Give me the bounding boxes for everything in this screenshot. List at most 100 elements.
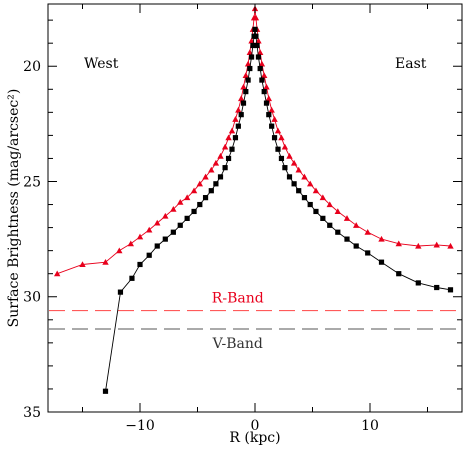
data-point (238, 95, 245, 102)
tick-labels: −10 0 10 20 25 30 35 (23, 59, 379, 434)
data-point (295, 166, 302, 173)
data-point (364, 229, 371, 235)
data-point (269, 123, 275, 129)
data-point (312, 187, 320, 194)
data-point (378, 235, 385, 242)
y-tick-label: 35 (23, 405, 41, 421)
data-point (129, 275, 135, 281)
data-point (136, 233, 144, 240)
data-point (301, 173, 308, 180)
data-point (79, 261, 86, 268)
data-point (353, 243, 359, 249)
data-point (202, 173, 209, 180)
data-point (256, 49, 264, 55)
y-axis-label: Surface Brightness (mag/arcsec²) (6, 89, 22, 328)
data-point (232, 116, 239, 122)
x-tick-label: −10 (125, 418, 155, 434)
data-point (265, 95, 272, 102)
data-point (102, 388, 109, 394)
axis-ticks (48, 4, 462, 413)
data-point (250, 42, 256, 49)
data-point (447, 287, 454, 293)
data-point (154, 219, 161, 226)
data-point (261, 88, 267, 95)
data-point (395, 240, 402, 247)
data-point (307, 180, 314, 187)
data-point (232, 135, 239, 141)
data-point (235, 123, 241, 129)
data-point (146, 252, 152, 258)
data-point (258, 60, 266, 67)
data-point (170, 229, 176, 235)
data-point (127, 240, 134, 247)
data-point (197, 201, 203, 208)
data-point (238, 112, 244, 118)
data-point (137, 261, 143, 268)
data-point (286, 174, 293, 180)
data-point (212, 159, 220, 166)
data-point (275, 146, 281, 152)
data-point (208, 188, 214, 194)
sky-level-lines (49, 309, 461, 330)
data-point (184, 215, 190, 221)
data-point (243, 88, 249, 95)
data-point (146, 226, 153, 233)
data-point (247, 65, 253, 72)
data-point (183, 194, 191, 201)
data-point (177, 199, 184, 205)
data-point (334, 208, 341, 215)
data-point (296, 188, 302, 194)
data-point (202, 195, 209, 201)
x-tick-label: 10 (361, 418, 379, 434)
data-point (301, 195, 308, 201)
data-point (343, 215, 351, 221)
series-layer (54, 5, 454, 394)
data-point (259, 77, 265, 83)
series-0 (54, 5, 454, 277)
data-point (268, 106, 275, 113)
data-point (291, 181, 297, 187)
data-point (190, 187, 198, 194)
data-point (415, 280, 421, 286)
data-point (225, 134, 232, 141)
data-point (102, 258, 109, 265)
data-point (447, 242, 454, 249)
y-tick-label: 25 (23, 174, 41, 190)
y-tick-label: 20 (23, 59, 41, 75)
data-point (274, 127, 282, 134)
data-point (177, 222, 183, 228)
data-point (263, 100, 270, 106)
data-point (162, 212, 169, 219)
data-point (353, 222, 360, 228)
data-point (246, 49, 254, 55)
data-point (278, 134, 285, 141)
data-point (271, 116, 278, 122)
data-point (221, 143, 229, 150)
data-point (235, 106, 242, 113)
data-point (365, 250, 371, 256)
x-axis-label: R (kpc) (229, 430, 280, 446)
data-point (117, 289, 124, 295)
data-point (271, 135, 278, 141)
data-point (290, 159, 298, 166)
series-line (57, 8, 451, 275)
east-annotation: East (395, 56, 427, 72)
data-point (252, 14, 260, 21)
data-point (54, 270, 61, 277)
data-point (154, 243, 160, 249)
data-point (266, 112, 272, 118)
data-point (196, 180, 203, 187)
data-point (225, 155, 232, 162)
data-point (281, 143, 289, 150)
r-band-annotation: R-Band (212, 291, 264, 307)
data-point (434, 284, 440, 291)
data-point (248, 54, 255, 60)
data-point (208, 166, 215, 173)
data-point (278, 155, 285, 162)
data-point (344, 236, 350, 242)
data-point (255, 54, 262, 60)
data-point (217, 174, 224, 180)
data-point (263, 83, 270, 90)
data-point (313, 208, 319, 215)
data-point (242, 72, 249, 79)
